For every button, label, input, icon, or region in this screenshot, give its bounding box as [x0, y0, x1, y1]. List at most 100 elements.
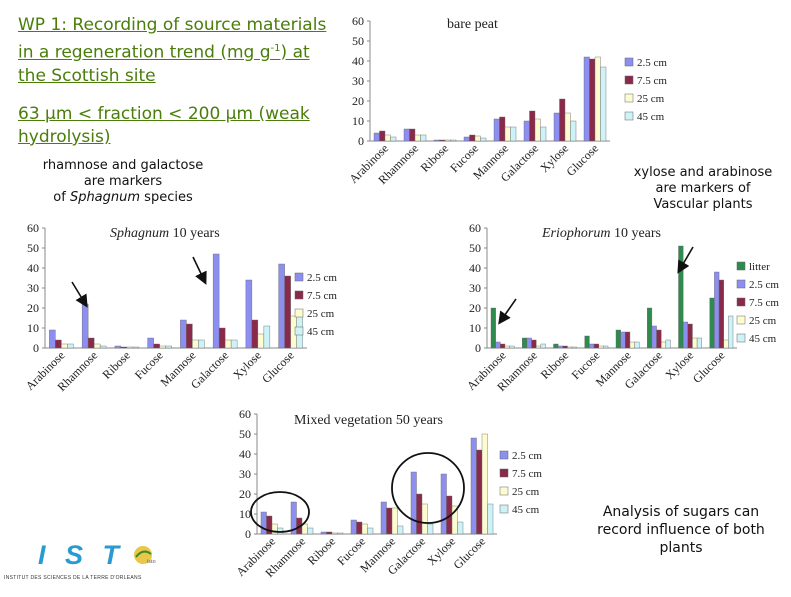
y-tick-label: 10 — [469, 321, 481, 335]
bar-xylose-75cm — [687, 323, 693, 349]
bar-galactose-45cm — [540, 126, 547, 142]
y-tick-label: 30 — [469, 281, 481, 295]
legend-label: 2.5 cm — [512, 450, 542, 462]
y-tick-label: 40 — [352, 54, 364, 68]
galactose-arrow — [192, 256, 207, 285]
legend-swatch — [736, 261, 746, 271]
bar-rhamnose-45cm — [420, 134, 427, 142]
legend-swatch — [624, 93, 634, 103]
legend-swatch — [294, 326, 304, 336]
legend-swatch — [499, 450, 509, 460]
y-tick-label: 40 — [469, 261, 481, 275]
legend-label: 7.5 cm — [307, 290, 337, 302]
bar-galactose-45cm — [427, 523, 434, 535]
y-tick-label: 20 — [239, 487, 251, 501]
legend-label: 45 cm — [512, 504, 540, 516]
bar-mannose-45cm — [634, 341, 640, 349]
y-tick-label: 60 — [239, 407, 251, 421]
slide-subtitle: 63 µm < fraction < 200 µm (weak hydrolys… — [18, 104, 310, 147]
bar-mannose-45cm — [198, 339, 205, 349]
y-tick-label: 40 — [27, 261, 39, 275]
legend-label: 7.5 cm — [749, 297, 779, 309]
y-tick-label: 50 — [469, 241, 481, 255]
y-tick-label: 10 — [27, 321, 39, 335]
legend-swatch — [624, 75, 634, 85]
legend-label: 2.5 cm — [637, 57, 667, 69]
y-tick-label: 50 — [27, 241, 39, 255]
legend-label: litter — [749, 261, 770, 273]
logo-badge-icon: isto — [132, 544, 158, 566]
legend-label: 25 cm — [512, 486, 540, 498]
bar-rhamnose-75cm — [531, 339, 537, 349]
bar-fucose-litter — [584, 335, 590, 349]
bar-rhamnose-45cm — [307, 527, 314, 535]
bar-xylose-25cm — [451, 505, 458, 535]
bar-rhamnose-45cm — [540, 343, 546, 349]
chart-title: Sphagnum 10 years — [110, 226, 220, 241]
bar-fucose-45cm — [480, 137, 487, 142]
y-tick-label: 20 — [469, 301, 481, 315]
bar-xylose-45cm — [457, 521, 464, 535]
legend-swatch — [736, 297, 746, 307]
bar-rhamnose-45cm — [99, 345, 107, 349]
legend-swatch — [624, 111, 634, 121]
bar-ribose-45cm — [132, 346, 140, 349]
legend-swatch — [624, 57, 634, 67]
vascular-marker-note: xylose and arabinose are markers of Vasc… — [633, 165, 773, 212]
legend-label: 7.5 cm — [512, 468, 542, 480]
y-tick-label: 20 — [352, 94, 364, 108]
bar-galactose-75cm — [218, 327, 226, 349]
y-tick-label: 40 — [239, 447, 251, 461]
legend-swatch — [294, 272, 304, 282]
bar-glucose-45cm — [600, 66, 607, 142]
bar-glucose-75cm — [718, 279, 724, 349]
bar-glucose-45cm — [487, 503, 494, 535]
legend-label: 25 cm — [749, 315, 777, 327]
y-tick-label: 50 — [352, 34, 364, 48]
logo-letters: I S T — [38, 540, 126, 570]
logo-subtext: INSTITUT DES SCIENCES DE LA TERRE D'ORLE… — [4, 575, 142, 581]
chart-title: Mixed vegetation 50 years — [294, 413, 443, 428]
y-tick-label: 20 — [27, 301, 39, 315]
legend-swatch — [499, 504, 509, 514]
bar-arabinose-litter — [490, 307, 496, 349]
bar-galactose-45cm — [665, 339, 671, 349]
arabinose-arrow — [498, 298, 517, 325]
bar-glucose-75cm — [284, 275, 291, 349]
chart-title: bare peat — [447, 17, 498, 32]
legend-label: 45 cm — [749, 333, 777, 345]
y-tick-label: 60 — [469, 221, 481, 235]
legend-label: 45 cm — [637, 111, 665, 123]
y-tick-label: 60 — [27, 221, 39, 235]
bar-arabinose-45cm — [277, 527, 284, 535]
bar-fucose-25cm — [147, 337, 154, 349]
bar-xylose-45cm — [263, 325, 271, 349]
legend-label: 25 cm — [307, 308, 335, 320]
bar-xylose-litter — [678, 245, 684, 349]
legend-label: 2.5 cm — [307, 272, 337, 284]
bar-ribose-45cm — [450, 139, 457, 142]
bar-arabinose-45cm — [390, 136, 397, 142]
y-tick-label: 0 — [33, 341, 39, 355]
bar-galactose-75cm — [656, 329, 662, 349]
bar-glucose-25cm — [481, 433, 488, 535]
bar-xylose-25cm — [245, 279, 253, 349]
y-tick-label: 0 — [475, 341, 481, 355]
bar-ribose-45cm — [571, 346, 577, 349]
bar-arabinose-25cm — [49, 329, 56, 349]
y-tick-label: 30 — [239, 467, 251, 481]
y-tick-label: 30 — [352, 74, 364, 88]
bar-fucose-45cm — [603, 345, 609, 349]
bar-arabinose-45cm — [67, 343, 74, 349]
y-tick-label: 0 — [245, 527, 251, 541]
bar-fucose-45cm — [367, 527, 374, 535]
bar-mannose-45cm — [397, 525, 404, 535]
bar-xylose-45cm — [570, 120, 577, 142]
bar-mannose-45cm — [510, 126, 517, 142]
bar-xylose-45cm — [696, 337, 702, 349]
legend-swatch — [294, 308, 304, 318]
legend-label: 45 cm — [307, 326, 335, 338]
